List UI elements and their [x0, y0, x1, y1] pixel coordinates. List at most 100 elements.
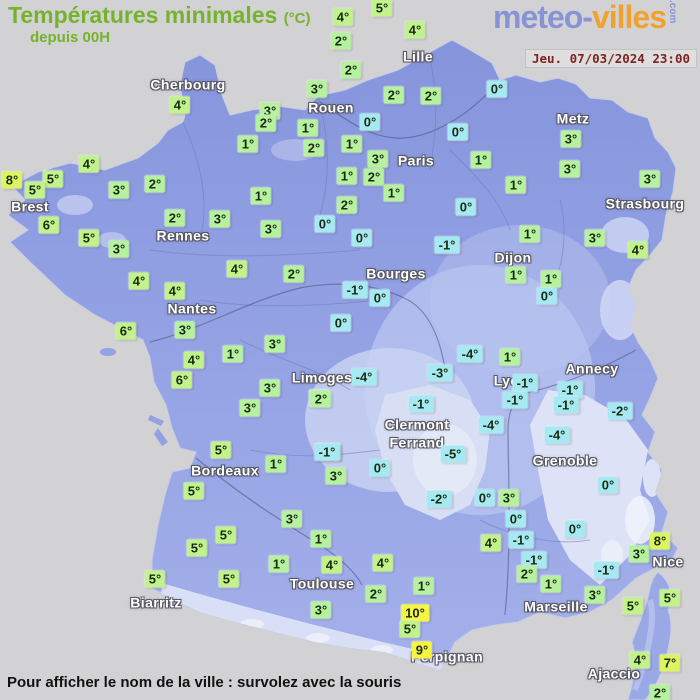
temp-badge[interactable]: -1° [314, 443, 340, 461]
temp-badge[interactable]: 0° [369, 289, 391, 307]
temp-badge[interactable]: 4° [164, 282, 186, 300]
temp-badge[interactable]: 0° [330, 314, 352, 332]
temp-badge[interactable]: 1° [540, 575, 562, 593]
temp-badge[interactable]: 5° [210, 441, 232, 459]
temp-badge[interactable]: 2° [516, 565, 538, 583]
temp-badge[interactable]: -4° [478, 416, 504, 434]
temp-badge[interactable]: 2° [363, 168, 385, 186]
temp-badge[interactable]: 8° [1, 171, 23, 189]
temp-badge[interactable]: 0° [486, 80, 508, 98]
temp-badge[interactable]: 1° [310, 530, 332, 548]
temp-badge[interactable]: 3° [325, 467, 347, 485]
temp-badge[interactable]: -5° [440, 445, 466, 463]
temp-badge[interactable]: -3° [427, 364, 453, 382]
temp-badge[interactable]: 5° [399, 620, 421, 638]
temp-badge[interactable]: 1° [505, 266, 527, 284]
temp-badge[interactable]: 5° [42, 170, 64, 188]
temp-badge[interactable]: 0° [564, 520, 586, 538]
temp-badge[interactable]: 2° [649, 684, 671, 700]
temp-badge[interactable]: 0° [455, 198, 477, 216]
temp-badge[interactable]: 0° [314, 215, 336, 233]
temp-badge[interactable]: 2° [365, 585, 387, 603]
temp-badge[interactable]: 8° [649, 532, 671, 550]
temp-badge[interactable]: -1° [557, 381, 583, 399]
temp-badge[interactable]: 5° [215, 526, 237, 544]
temp-badge[interactable]: 2° [283, 265, 305, 283]
temp-badge[interactable]: 4° [404, 21, 426, 39]
temp-badge[interactable]: 0° [505, 510, 527, 528]
temp-badge[interactable]: 4° [78, 155, 100, 173]
temp-badge[interactable]: 3° [108, 181, 130, 199]
temp-badge[interactable]: 5° [78, 229, 100, 247]
temp-badge[interactable]: -4° [351, 368, 377, 386]
temp-badge[interactable]: 3° [584, 586, 606, 604]
temp-badge[interactable]: 4° [627, 241, 649, 259]
temp-badge[interactable]: -1° [434, 236, 460, 254]
temp-badge[interactable]: 6° [38, 216, 60, 234]
temp-badge[interactable]: 9° [411, 641, 433, 659]
temp-badge[interactable]: 4° [226, 260, 248, 278]
temp-badge[interactable]: 4° [169, 96, 191, 114]
temp-badge[interactable]: 1° [222, 345, 244, 363]
temp-badge[interactable]: 3° [174, 321, 196, 339]
temp-badge[interactable]: 3° [260, 220, 282, 238]
temp-badge[interactable]: 1° [336, 167, 358, 185]
temp-badge[interactable]: 0° [474, 489, 496, 507]
temp-badge[interactable]: 0° [359, 113, 381, 131]
temp-badge[interactable]: 2° [255, 114, 277, 132]
temp-badge[interactable]: 0° [597, 476, 619, 494]
temp-badge[interactable]: 1° [265, 455, 287, 473]
temp-badge[interactable]: 1° [268, 555, 290, 573]
temp-badge[interactable]: 3° [108, 240, 130, 258]
temp-badge[interactable]: 5° [24, 181, 46, 199]
temp-badge[interactable]: -1° [508, 531, 534, 549]
temp-badge[interactable]: 3° [209, 210, 231, 228]
temp-badge[interactable]: 1° [540, 270, 562, 288]
temp-badge[interactable]: 5° [371, 0, 393, 17]
temp-badge[interactable]: 3° [239, 399, 261, 417]
temp-badge[interactable]: 5° [622, 597, 644, 615]
temp-badge[interactable]: 3° [367, 150, 389, 168]
temp-badge[interactable]: 3° [639, 170, 661, 188]
temp-badge[interactable]: 2° [144, 175, 166, 193]
temp-badge[interactable]: 1° [470, 151, 492, 169]
temp-badge[interactable]: 1° [237, 135, 259, 153]
temp-badge[interactable]: 1° [499, 348, 521, 366]
temp-badge[interactable]: 4° [372, 554, 394, 572]
temp-badge[interactable]: 7° [659, 654, 681, 672]
temp-badge[interactable]: 5° [183, 482, 205, 500]
temp-badge[interactable]: 3° [281, 510, 303, 528]
temp-badge[interactable]: -1° [521, 551, 547, 569]
temp-badge[interactable]: 0° [447, 123, 469, 141]
temp-badge[interactable]: 2° [420, 87, 442, 105]
temp-badge[interactable]: -1° [553, 396, 579, 414]
temp-badge[interactable]: 1° [519, 225, 541, 243]
temp-badge[interactable]: 1° [505, 176, 527, 194]
temp-badge[interactable]: -4° [457, 345, 483, 363]
temp-badge[interactable]: 2° [164, 209, 186, 227]
temp-badge[interactable]: -1° [502, 391, 528, 409]
temp-badge[interactable]: 10° [401, 604, 429, 622]
temp-badge[interactable]: 2° [340, 61, 362, 79]
temp-badge[interactable]: 2° [303, 139, 325, 157]
temp-badge[interactable]: 3° [306, 80, 328, 98]
temp-badge[interactable]: 3° [560, 130, 582, 148]
temp-badge[interactable]: 6° [171, 371, 193, 389]
temp-badge[interactable]: -2° [426, 490, 452, 508]
temp-badge[interactable]: -1° [512, 374, 538, 392]
temp-badge[interactable]: 1° [413, 577, 435, 595]
temp-badge[interactable]: 0° [369, 459, 391, 477]
temp-badge[interactable]: 2° [330, 32, 352, 50]
temp-badge[interactable]: 1° [297, 119, 319, 137]
temp-badge[interactable]: -1° [342, 281, 368, 299]
temp-badge[interactable]: -1° [593, 561, 619, 579]
temp-badge[interactable]: 3° [259, 379, 281, 397]
temp-badge[interactable]: 0° [351, 229, 373, 247]
temp-badge[interactable]: 3° [310, 601, 332, 619]
temp-badge[interactable]: 1° [341, 135, 363, 153]
temp-badge[interactable]: 4° [321, 556, 343, 574]
temp-badge[interactable]: 3° [628, 545, 650, 563]
temp-badge[interactable]: 3° [264, 335, 286, 353]
